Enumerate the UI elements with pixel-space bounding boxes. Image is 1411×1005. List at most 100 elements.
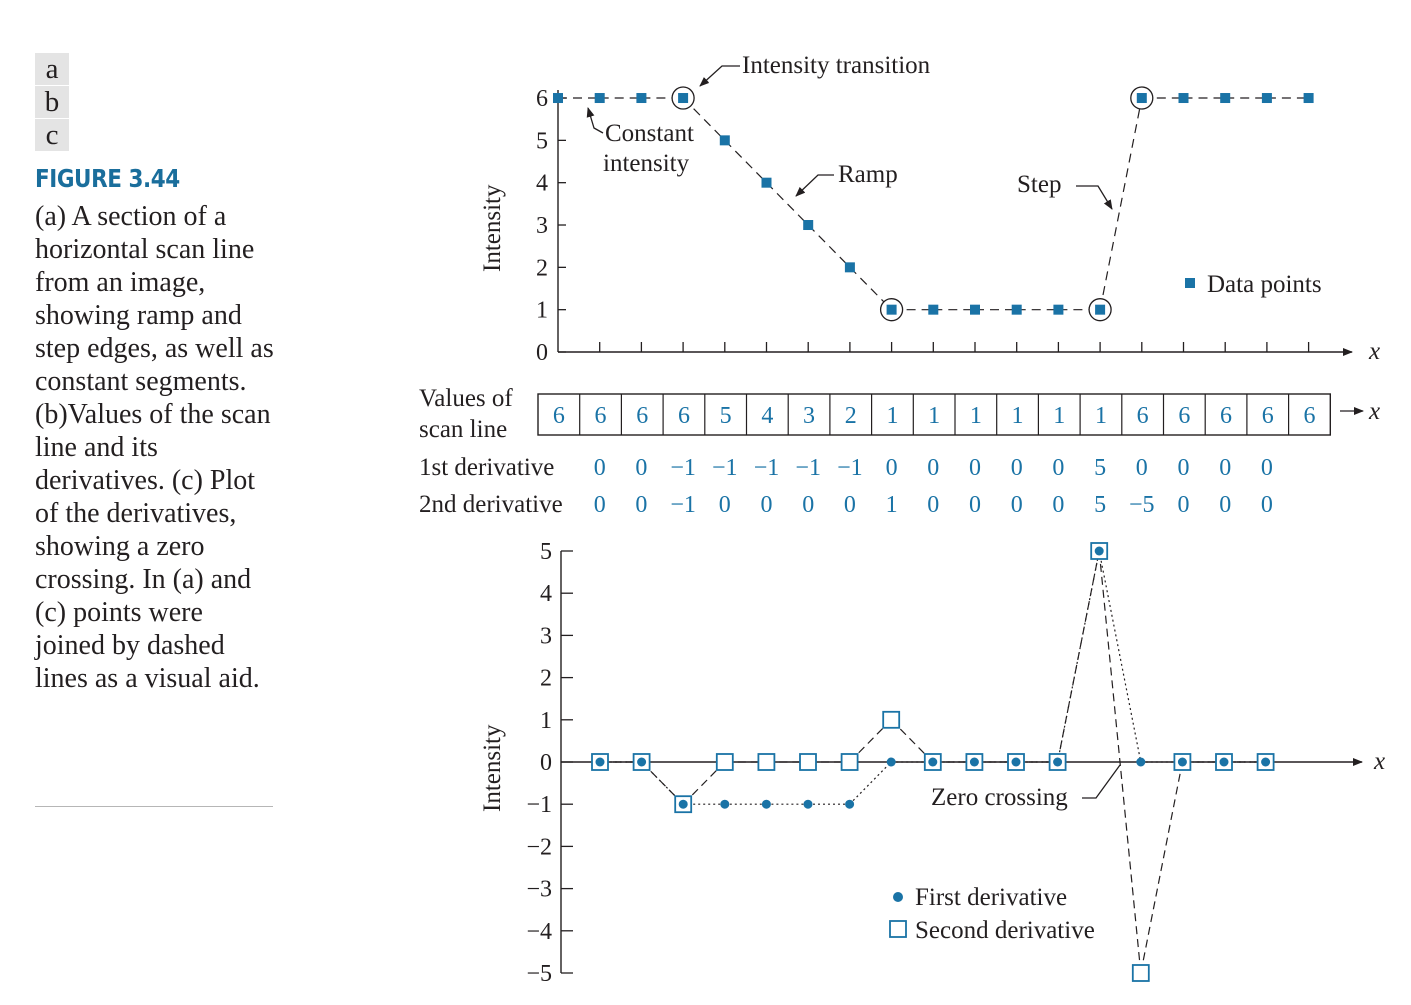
annotation-arrow-transition — [699, 65, 740, 87]
chart-c-legend-first-label: First derivative — [915, 884, 1067, 911]
chart-c-legend-second-marker — [889, 920, 907, 938]
second-derivative-value: 0 — [1219, 492, 1231, 518]
chart-a-data-point — [1303, 93, 1314, 104]
chart-a-x-label: x — [1368, 338, 1380, 365]
values-table-cell: 1 — [928, 403, 940, 429]
chart-c-y-tick-label: −5 — [526, 961, 552, 987]
first-derivative-point — [761, 799, 771, 809]
panel-label-c: c — [35, 119, 69, 151]
chart-a-data-point — [761, 177, 772, 188]
second-derivative-value: 1 — [886, 492, 898, 518]
second-derivative-connector — [1057, 550, 1100, 763]
annotation-intensity: intensity — [603, 150, 690, 177]
first-derivative-value: 0 — [927, 455, 939, 481]
first-derivative-value: 0 — [1261, 455, 1273, 481]
first-derivative-point — [1177, 757, 1187, 767]
second-derivative-connector — [641, 761, 684, 805]
annotation-arrow-constant — [586, 107, 604, 134]
first-derivative-point — [1261, 757, 1271, 767]
first-derivative-point — [1053, 757, 1063, 767]
chart-a-y-tick-label: 2 — [536, 255, 548, 281]
table-label-values-line1: Values of — [419, 385, 513, 412]
values-table-cell: 1 — [886, 403, 898, 429]
chart-a-connector — [682, 97, 726, 141]
first-derivative-point — [595, 757, 605, 767]
annotation-zero-crossing: Zero crossing — [931, 784, 1068, 811]
second-derivative-value: −5 — [1129, 492, 1155, 518]
first-derivative-point — [928, 757, 938, 767]
first-derivative-point — [1219, 757, 1229, 767]
second-derivative-value: 0 — [1261, 492, 1273, 518]
values-table-cell: 6 — [1178, 403, 1190, 429]
first-derivative-value: 0 — [635, 455, 647, 481]
chart-c-y-label: Intensity — [479, 724, 506, 812]
first-derivative-point — [969, 757, 979, 767]
chart-a-data-point — [1053, 304, 1064, 315]
chart-a-connector — [766, 182, 809, 226]
chart-a-data-point — [1136, 93, 1147, 104]
chart-a-data-point — [803, 220, 814, 231]
first-derivative-value: 0 — [1052, 455, 1064, 481]
chart-c-y-tick-label: −4 — [526, 919, 552, 945]
annotation-arrow-zero-crossing — [1082, 764, 1121, 799]
second-derivative-point — [715, 753, 734, 771]
annotation-arrow-ramp — [795, 174, 834, 197]
first-derivative-point — [886, 757, 896, 767]
first-derivative-point — [1094, 546, 1104, 556]
chart-a-data-point — [1011, 304, 1022, 315]
second-derivative-value: 0 — [719, 492, 731, 518]
chart-a-data-point — [1095, 304, 1106, 315]
first-derivative-value: 0 — [886, 455, 898, 481]
second-derivative-point — [799, 753, 817, 771]
first-derivative-value: 0 — [1178, 455, 1190, 481]
chart-a-data-point — [970, 304, 980, 315]
second-derivative-value: 0 — [1052, 492, 1064, 518]
values-table-cell: 1 — [1053, 403, 1065, 429]
annotation-step: Step — [1017, 171, 1061, 198]
first-derivative-value: 0 — [1136, 455, 1148, 481]
second-derivative-point — [882, 710, 901, 729]
first-derivative-value: 0 — [1219, 455, 1231, 481]
panel-labels: a b c — [35, 53, 69, 152]
second-derivative-connector — [1140, 761, 1183, 974]
chart-a-y-tick-label: 3 — [536, 213, 548, 239]
figure-caption: (a) A section of a horizontal scan line … — [35, 201, 274, 694]
values-table: 6 6 6 6 5 4 3 2 1 1 1 1 1 1 6 6 6 6 6 0 0 −1 −1 −1 −1 −1 0 0 0 0 0 5 0 0 0… — [537, 393, 1331, 518]
values-table-cell: 2 — [845, 403, 857, 429]
chart-a-data-point — [928, 304, 939, 315]
first-derivative-point — [637, 757, 647, 767]
chart-a-data-point — [1220, 93, 1231, 104]
values-table-cell: 1 — [1012, 403, 1024, 429]
values-table-cell: 3 — [803, 403, 815, 429]
second-derivative-value: 0 — [927, 492, 939, 518]
values-table-frame — [537, 393, 1331, 436]
values-table-cell: 6 — [553, 403, 565, 429]
chart-c-y-tick-label: −2 — [526, 834, 552, 860]
first-derivative-value: 0 — [594, 455, 606, 481]
chart-c-legend-second-label: Second derivative — [915, 917, 1095, 944]
values-table-cell: 1 — [970, 403, 982, 429]
annotation-arrow-step — [1076, 185, 1113, 210]
chart-c-y-tick-label: 3 — [540, 623, 552, 649]
chart-a-y-label: Intensity — [479, 184, 506, 272]
table-labels: Values of scan line 1st derivative 2nd d… — [419, 385, 1380, 518]
panel-label-b: b — [35, 86, 69, 118]
first-derivative-value: −1 — [795, 455, 821, 481]
first-derivative-point — [1136, 757, 1146, 767]
chart-a-y-tick-label: 1 — [536, 298, 548, 324]
second-derivative-value: 0 — [761, 492, 773, 518]
chart-a-data-point — [594, 93, 605, 104]
second-derivative-value: 0 — [1011, 492, 1023, 518]
values-table-cell: 6 — [1220, 403, 1232, 429]
first-derivative-point — [845, 799, 855, 809]
panel-c-annotations: Zero crossing — [931, 764, 1121, 811]
values-table-cell: 6 — [595, 403, 607, 429]
chart-c-y-tick-label: 1 — [540, 708, 552, 734]
values-table-cell: 6 — [678, 403, 690, 429]
annotation-ramp: Ramp — [838, 161, 898, 188]
chart-c-y-tick-label: 5 — [540, 539, 552, 565]
second-derivative-value: 0 — [1178, 492, 1190, 518]
values-table-cell: 4 — [761, 403, 773, 429]
panel-a-annotations: Intensity transition Constant intensity … — [586, 52, 1113, 210]
first-derivative-connector — [1098, 550, 1142, 763]
